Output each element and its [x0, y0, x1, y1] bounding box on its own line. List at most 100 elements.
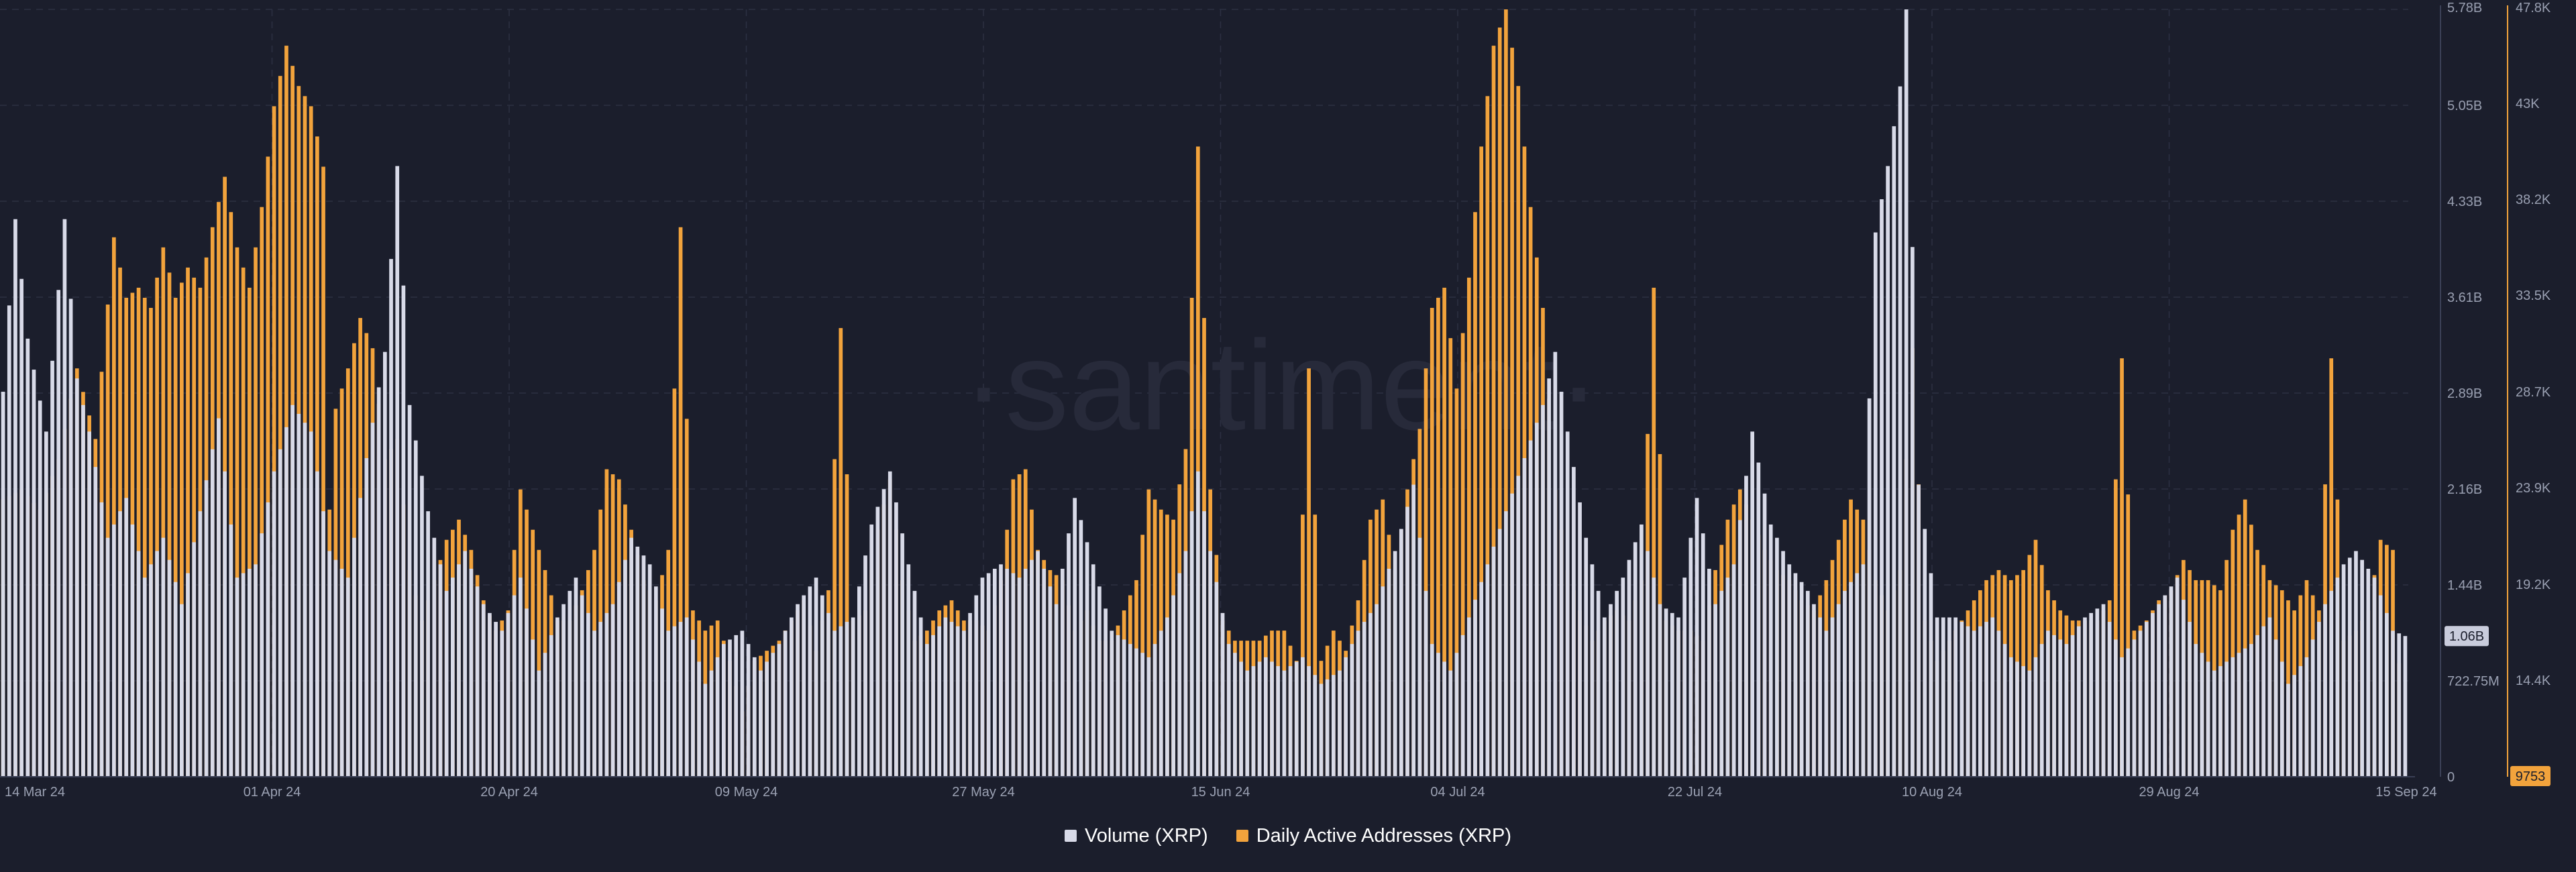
daa-bar	[235, 247, 239, 777]
volume-bar	[1060, 568, 1065, 777]
volume-bar	[1270, 661, 1274, 777]
volume-bar	[1165, 617, 1169, 777]
volume-bar	[728, 639, 732, 777]
legend-item-volume[interactable]: Volume (XRP)	[1064, 825, 1208, 847]
volume-bar	[1898, 86, 1902, 777]
volume-bar	[2323, 604, 2327, 777]
volume-bar	[1658, 604, 1662, 777]
volume-bar	[1294, 661, 1299, 777]
volume-bar	[1276, 666, 1281, 777]
daa-bar	[1454, 388, 1459, 777]
volume-bar	[759, 670, 763, 777]
volume-bar	[537, 670, 541, 777]
volume-bar	[1263, 657, 1268, 777]
volume-bar	[124, 498, 129, 777]
volume-bar	[684, 617, 689, 777]
volume-bar	[241, 573, 246, 777]
volume-bar	[1104, 608, 1108, 777]
volume-bar	[1935, 617, 1939, 777]
volume-bar	[1572, 467, 1576, 777]
volume-bar	[1762, 493, 1767, 777]
volume-bar	[149, 564, 153, 777]
volume-bar	[512, 595, 517, 777]
volume-bar	[1578, 502, 1582, 777]
volume-bar	[2366, 568, 2371, 777]
volume-bar	[2114, 639, 2118, 777]
volume-bar	[1522, 457, 1527, 777]
volume-bar	[1978, 626, 1982, 777]
volume-bar	[1596, 590, 1601, 777]
volume-bar	[789, 617, 794, 777]
volume-bar	[2163, 595, 2167, 777]
volume-bar	[500, 631, 504, 777]
volume-bar	[1245, 670, 1250, 777]
current-value-badges: 1.06B 9753	[2445, 626, 2551, 786]
volume-bar	[2292, 675, 2296, 777]
volume-bar	[740, 631, 745, 777]
volume-bar	[1208, 551, 1213, 777]
volume-bar	[1911, 247, 1915, 777]
volume-bar	[666, 631, 671, 777]
volume-bar	[2385, 612, 2389, 777]
volume-bar	[1621, 578, 1625, 777]
volume-bar	[506, 612, 511, 777]
daa-bar	[2027, 555, 2032, 777]
volume-bar	[519, 578, 523, 777]
volume-bar	[1719, 590, 1724, 777]
volume-bar	[937, 626, 942, 777]
volume-bar	[1393, 551, 1397, 777]
volume-bar	[383, 351, 387, 777]
volume-bar	[74, 378, 79, 777]
volume-bar	[1892, 126, 1896, 777]
volume-bar	[2064, 644, 2069, 777]
volume-bar	[623, 559, 627, 777]
volume-bar	[1805, 590, 1810, 777]
volume-bar	[2298, 666, 2303, 777]
x-tick-label: 10 Aug 24	[1902, 785, 1962, 800]
volume-bar	[1615, 590, 1619, 777]
volume-bar	[1189, 511, 1194, 777]
volume-bar	[420, 476, 424, 777]
volume-bar	[155, 551, 159, 777]
volume-bar	[1331, 675, 1336, 777]
daa-bar	[161, 247, 166, 777]
volume-bar	[833, 631, 837, 777]
volume-bar	[931, 635, 935, 777]
x-tick-label: 27 May 24	[952, 785, 1014, 800]
volume-bar	[93, 467, 98, 777]
volume-bar	[629, 537, 633, 777]
volume-bar	[1824, 631, 1829, 777]
volume-bar	[1454, 653, 1459, 777]
volume-bar	[1134, 648, 1138, 777]
y-right-tick-label: 43K	[2516, 97, 2540, 111]
volume-bar	[881, 489, 886, 777]
daa-bar	[537, 549, 541, 777]
volume-bar	[2341, 564, 2346, 777]
volume-bar	[875, 506, 880, 777]
volume-bar	[1251, 666, 1256, 777]
volume-bar	[992, 568, 997, 777]
volume-bar	[2261, 626, 2266, 777]
legend-item-daa[interactable]: Daily Active Addresses (XRP)	[1236, 825, 1511, 847]
volume-bar	[1017, 578, 1022, 777]
volume-bar	[395, 166, 400, 777]
volume-bar	[235, 578, 239, 777]
volume-bar	[2120, 657, 2124, 777]
y-right-tick-label: 33.5K	[2516, 288, 2551, 303]
volume-bar	[808, 586, 812, 777]
volume-bar	[1781, 551, 1785, 777]
volume-bar	[297, 414, 301, 777]
volume-bar	[598, 622, 603, 777]
volume-bar	[962, 631, 966, 777]
volume-bar	[2107, 622, 2112, 777]
volume-bar	[1793, 573, 1798, 777]
volume-bar	[839, 626, 843, 777]
volume-bar	[266, 502, 270, 777]
daa-bar	[1448, 338, 1453, 777]
volume-bar	[863, 555, 867, 777]
volume-bar	[660, 608, 664, 777]
volume-bar	[2138, 631, 2143, 777]
volume-bar	[1609, 604, 1613, 777]
volume-bar	[1923, 529, 1927, 777]
